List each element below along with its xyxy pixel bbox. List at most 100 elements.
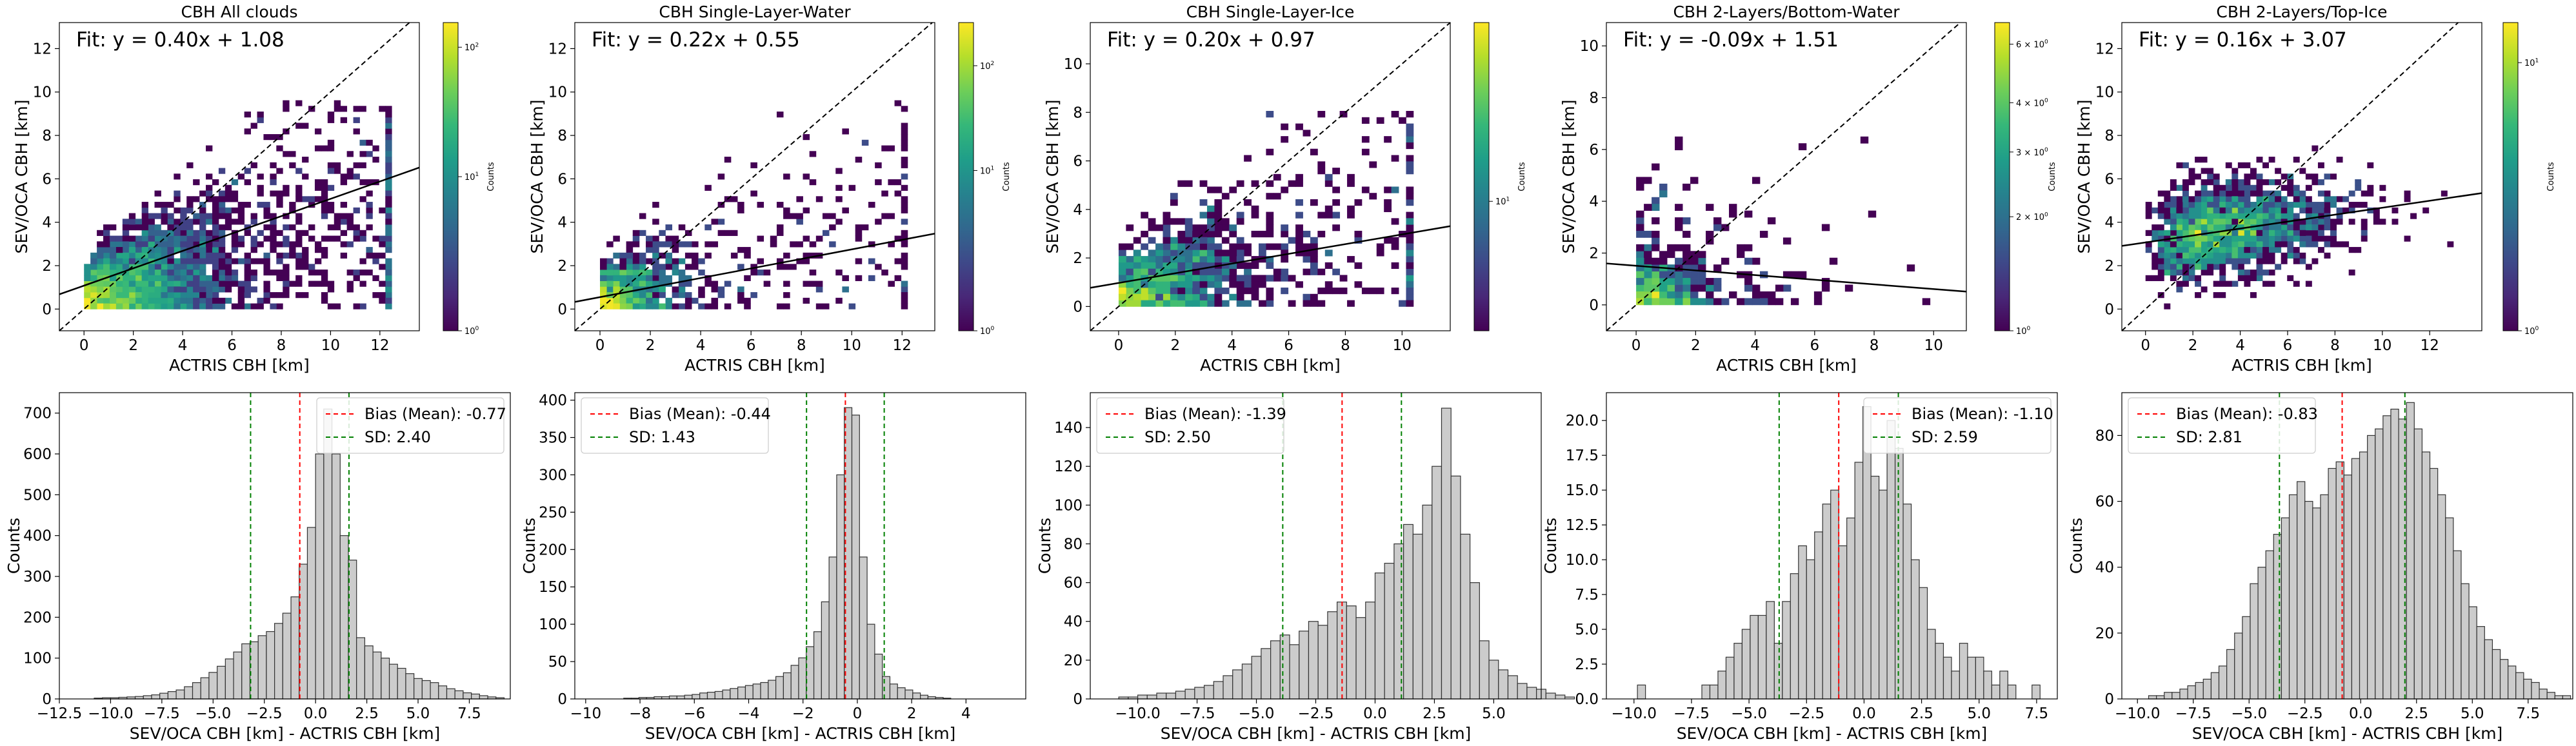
heatmap-cell xyxy=(372,252,379,259)
heatmap-cell xyxy=(1406,268,1414,275)
heatmap-cell xyxy=(1214,275,1223,282)
heatmap-cell xyxy=(193,196,200,202)
heatmap-cell xyxy=(2232,196,2239,202)
heatmap-cell xyxy=(295,219,303,225)
heatmap-cell xyxy=(1126,268,1134,275)
heatmap-cell xyxy=(1170,288,1178,295)
heatmap-cell xyxy=(1713,298,1722,306)
heatmap-cell xyxy=(1177,243,1186,250)
heatmap-cell xyxy=(1221,275,1230,282)
legend-box xyxy=(2128,397,2316,454)
heatmap-cell xyxy=(2157,264,2164,270)
heatmap-cell xyxy=(652,275,659,281)
histogram-panel-1: −12.5 −10.0 −7.5 −5.0 −2.5 0.0 2.5 5.0 7.5010020… xyxy=(5,392,511,743)
heatmap-cell xyxy=(1310,199,1318,206)
heatmap-cell xyxy=(2305,280,2312,287)
y-tick-label: 7.5 xyxy=(1575,587,1599,604)
heatmap-cell xyxy=(122,219,130,225)
heatmap-cell xyxy=(665,235,673,242)
heatmap-cell xyxy=(1148,262,1156,270)
heatmap-cell xyxy=(148,224,155,231)
heatmap-cell xyxy=(154,275,161,281)
heatmap-cell xyxy=(639,252,646,259)
heatmap-cell xyxy=(835,196,843,202)
heatmap-cell xyxy=(97,241,104,248)
heatmap-cell xyxy=(1295,224,1303,231)
heatmap-cell xyxy=(2268,280,2275,287)
heatmap-cell xyxy=(730,252,738,259)
heatmap-cell xyxy=(2225,258,2232,264)
heatmap-cell xyxy=(289,280,296,287)
heatmap-cell xyxy=(141,213,148,219)
heatmap-cell xyxy=(2244,247,2251,253)
heatmap-cell xyxy=(1244,243,1252,250)
heatmap-cell xyxy=(665,252,673,259)
heatmap-cell xyxy=(186,235,194,242)
heatmap-cell xyxy=(1813,298,1822,306)
histogram-bar xyxy=(1709,684,1719,700)
heatmap-cell xyxy=(2176,270,2183,276)
heatmap-cell xyxy=(901,123,908,129)
heatmap-cell xyxy=(340,179,348,186)
heatmap-cell xyxy=(263,213,270,219)
heatmap-cell xyxy=(174,286,181,293)
heatmap-cell xyxy=(167,230,174,236)
heatmap-cell xyxy=(2379,219,2386,225)
heatmap-cell xyxy=(174,224,181,231)
heatmap-cell xyxy=(212,241,219,248)
heatmap-cell xyxy=(757,258,764,264)
heatmap-cell xyxy=(901,162,908,168)
heatmap-cell xyxy=(237,303,245,309)
heatmap-cell xyxy=(2157,213,2164,219)
heatmap-cell xyxy=(161,230,168,236)
heatmap-cell xyxy=(626,286,634,293)
heatmap-cell xyxy=(2188,247,2195,253)
heatmap-cell xyxy=(803,297,810,304)
heatmap-cell xyxy=(128,280,136,287)
heatmap-cell xyxy=(334,100,341,106)
histogram-bar xyxy=(920,694,929,700)
heatmap-cell xyxy=(302,252,309,259)
heatmap-cell xyxy=(141,241,148,248)
heatmap-cell xyxy=(1236,243,1244,250)
heatmap-cell xyxy=(270,173,277,180)
heatmap-cell xyxy=(180,230,187,236)
x-tick-label: 0 xyxy=(1632,337,1641,354)
heatmap-cell xyxy=(659,241,666,248)
heatmap-cell xyxy=(186,286,194,293)
heatmap-cell xyxy=(1207,256,1215,263)
heatmap-cell xyxy=(1214,211,1223,219)
heatmap-cell xyxy=(1141,211,1149,219)
heatmap-cell xyxy=(659,252,666,259)
heatmap-cell xyxy=(783,213,790,219)
heatmap-cell xyxy=(652,258,659,264)
heatmap-cell xyxy=(2195,230,2202,236)
heatmap-cell xyxy=(1659,278,1668,285)
heatmap-cell xyxy=(776,303,784,309)
heatmap-cell xyxy=(148,270,155,276)
heatmap-cell xyxy=(1376,117,1384,124)
heatmap-cell xyxy=(161,247,168,253)
y-axis-label: Counts xyxy=(520,518,539,574)
heatmap-cell xyxy=(2367,184,2374,191)
heatmap-cell xyxy=(730,196,738,202)
heatmap-cell xyxy=(1133,300,1141,307)
histogram-bar xyxy=(225,658,234,700)
heatmap-cell xyxy=(2311,202,2319,208)
heatmap-cell xyxy=(180,241,187,248)
x-tick-label: 12 xyxy=(893,337,912,354)
fit-line xyxy=(1090,225,1451,289)
heatmap-cell xyxy=(1266,256,1274,263)
heatmap-cell xyxy=(115,303,123,309)
heatmap-cell xyxy=(1744,210,1753,218)
heatmap-cell xyxy=(684,280,692,287)
heatmap-cell xyxy=(1744,278,1753,285)
heatmap-cell xyxy=(606,275,614,281)
heatmap-cell xyxy=(321,252,328,259)
heatmap-cell xyxy=(1133,237,1141,244)
heatmap-cell xyxy=(186,280,194,287)
colorbar-bar xyxy=(443,22,459,331)
heatmap-cell xyxy=(2336,219,2343,225)
colorbar-label: Counts xyxy=(1517,162,1527,191)
heatmap-cell xyxy=(115,247,123,253)
